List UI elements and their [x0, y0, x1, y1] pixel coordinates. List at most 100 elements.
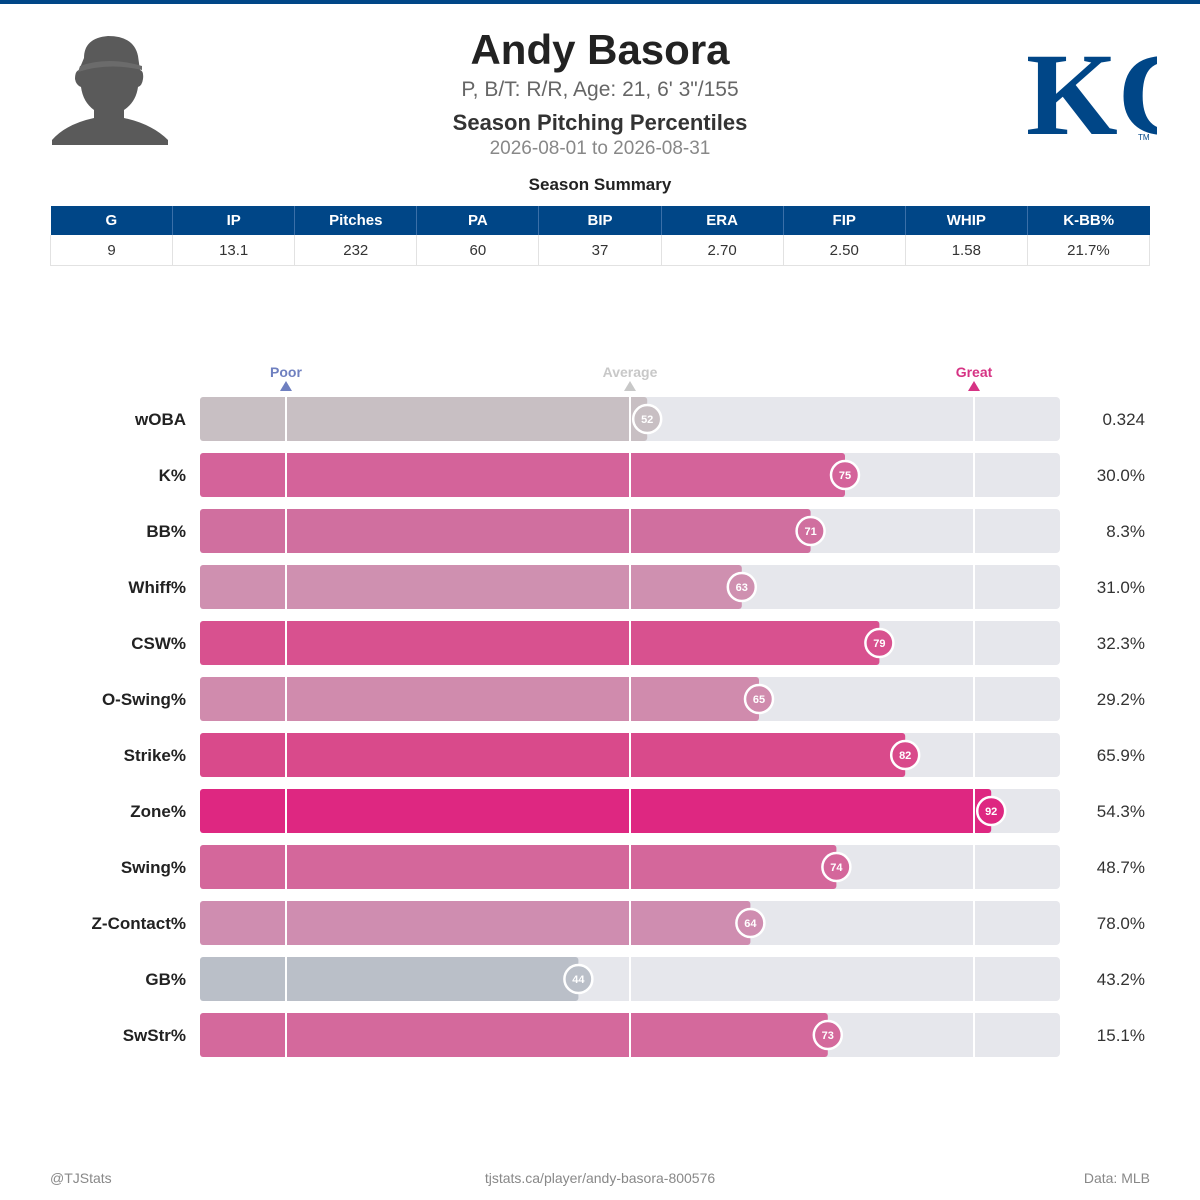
marker-triangle-average: [624, 381, 636, 391]
summary-header-cell: BIP: [538, 206, 662, 235]
bar-whiff-: [200, 565, 742, 609]
footer-data-source: Data: MLB: [1083, 1170, 1150, 1186]
bar-gb-: [200, 957, 579, 1001]
section-title: Season Pitching Percentiles: [452, 110, 748, 135]
percentile-label: 92: [985, 806, 997, 818]
metric-label: O-Swing%: [102, 690, 186, 709]
summary-header-cell: WHIP: [905, 206, 1028, 235]
marker-label-poor: Poor: [270, 364, 302, 380]
metric-label: BB%: [146, 522, 186, 541]
metric-label: Z-Contact%: [92, 914, 186, 933]
summary-value-cell: 60: [416, 235, 540, 266]
bar-o-swing-: [200, 677, 759, 721]
player-headshot-silhouette: [52, 36, 168, 145]
percentile-circle: [735, 907, 766, 939]
summary-header-cell: FIP: [783, 206, 906, 235]
metric-value: 8.3%: [1106, 522, 1145, 541]
summary-header-cell: Pitches: [294, 206, 418, 235]
metric-label: Strike%: [124, 746, 186, 765]
season-summary-table: G IP Pitches PA BIP ERA FIP WHIP K-BB% 9…: [49, 206, 1151, 266]
summary-header-cell: G: [50, 206, 174, 235]
marker-triangle-poor: [280, 381, 292, 391]
bar-bb-: [200, 509, 811, 553]
percentile-label: 74: [830, 862, 843, 874]
marker-triangle-great: [968, 381, 980, 391]
bar-k-: [200, 453, 845, 497]
metric-value: 29.2%: [1097, 690, 1145, 709]
footer-url-text[interactable]: tjstats.ca/player/andy-basora-800576: [484, 1170, 716, 1186]
bar-woba: [200, 397, 648, 441]
marker-label-great: Great: [956, 364, 993, 380]
marker-label-average: Average: [603, 364, 658, 380]
metric-label: Whiff%: [128, 578, 186, 597]
percentile-circle: [864, 627, 895, 659]
top-accent-bar: [0, 0, 1200, 4]
summary-value-cell: 9: [49, 235, 174, 266]
footer-credit[interactable]: @TJStats: [50, 1170, 112, 1186]
percentile-circle: [889, 739, 921, 771]
percentile-label: 75: [839, 470, 851, 482]
percentile-circle: [829, 459, 861, 491]
summary-value-cell: 13.1: [172, 235, 296, 266]
team-logo: KC TM: [1026, 29, 1157, 147]
metric-value: 54.3%: [1097, 802, 1145, 821]
percentile-circle: [821, 851, 852, 883]
summary-value-cell: 21.7%: [1027, 235, 1151, 266]
summary-header-cell: IP: [172, 206, 296, 235]
percentile-circle: [812, 1019, 844, 1051]
bar-swing-: [200, 845, 837, 889]
percentile-circle: [975, 795, 1007, 827]
summary-value-cell: 1.58: [905, 235, 1028, 266]
summary-value-cell: 37: [538, 235, 662, 266]
summary-header-cell: PA: [416, 206, 540, 235]
percentile-label: 82: [899, 750, 911, 762]
metric-value: 32.3%: [1097, 634, 1145, 653]
summary-header-cell: K-BB%: [1027, 206, 1150, 235]
summary-header-row: G IP Pitches PA BIP ERA FIP WHIP K-BB%: [50, 206, 1150, 235]
percentile-circle: [631, 403, 663, 435]
team-logo-text: KC: [1026, 29, 1157, 147]
summary-value-cell: 2.70: [661, 235, 784, 266]
percentile-label: 44: [572, 974, 585, 986]
percentile-circle: [726, 571, 758, 603]
metric-label: SwStr%: [123, 1026, 186, 1045]
summary-value-cell: 2.50: [783, 235, 906, 266]
metric-label: CSW%: [131, 634, 186, 653]
metric-value: 48.7%: [1097, 858, 1145, 877]
percentile-circle: [743, 683, 775, 715]
percentile-label: 65: [753, 694, 765, 706]
metric-value: 43.2%: [1097, 970, 1145, 989]
footer-url[interactable]: tjstats.ca/player/andy-basora-800576: [0, 1170, 1200, 1186]
bar-zone-: [200, 789, 992, 833]
metric-label: Swing%: [121, 858, 186, 877]
metric-value: 15.1%: [1097, 1026, 1145, 1045]
metric-value: 78.0%: [1097, 914, 1145, 933]
percentile-circle: [795, 515, 826, 547]
bar-swstr-: [200, 1013, 828, 1057]
trademark-mark: TM: [1138, 133, 1150, 142]
summary-value-row: 9 13.1 232 60 37 2.70 2.50 1.58 21.7%: [49, 235, 1151, 266]
date-range: 2026-08-01 to 2026-08-31: [489, 138, 711, 159]
metric-label: Zone%: [130, 802, 186, 821]
metric-value: 0.324: [1102, 410, 1145, 429]
summary-value-cell: 232: [294, 235, 418, 266]
bar-z-contact-: [200, 901, 751, 945]
metric-value: 31.0%: [1097, 578, 1145, 597]
percentile-label: 73: [822, 1030, 834, 1042]
metric-label: wOBA: [134, 410, 186, 429]
percentile-label: 63: [736, 582, 748, 594]
percentile-label: 64: [744, 918, 757, 930]
percentile-label: 71: [804, 526, 816, 538]
percentile-circle: [563, 963, 594, 995]
metric-value: 30.0%: [1097, 466, 1145, 485]
metric-value: 65.9%: [1097, 746, 1145, 765]
bar-strike-: [200, 733, 906, 777]
metric-label: GB%: [145, 970, 186, 989]
percentile-label: 79: [873, 638, 885, 650]
percentile-label: 52: [641, 414, 653, 426]
bar-csw-: [200, 621, 880, 665]
summary-header-cell: ERA: [661, 206, 784, 235]
metric-label: K%: [159, 466, 186, 485]
summary-title: Season Summary: [528, 175, 672, 194]
